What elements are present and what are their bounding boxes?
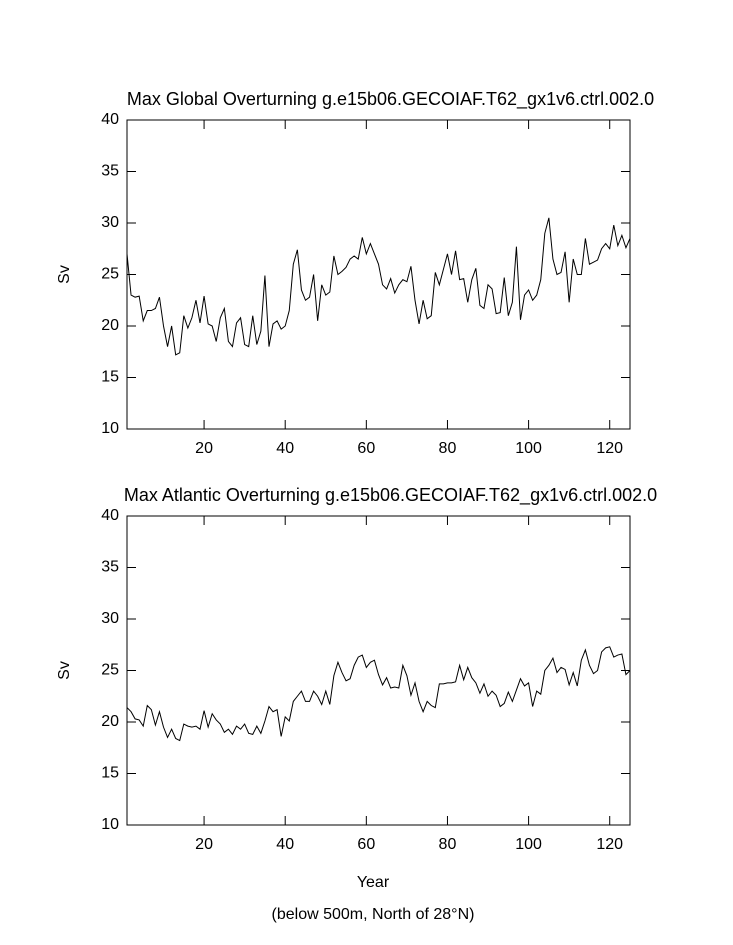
y-tick-label: 20: [101, 713, 119, 730]
footnote: (below 500m, North of 28°N): [272, 906, 475, 923]
chart-title: Max Atlantic Overturning g.e15b06.GECOIA…: [124, 485, 657, 506]
data-line: [126, 217, 631, 356]
plot-frame: [126, 515, 631, 826]
y-tick-label: 30: [101, 214, 119, 231]
y-tick-label: 20: [101, 317, 119, 334]
y-tick-label: 40: [101, 507, 119, 524]
x-tick-label: 120: [596, 440, 623, 457]
y-axis-label: Sv: [56, 661, 73, 680]
chart-title: Max Global Overturning g.e15b06.GECOIAF.…: [127, 89, 654, 110]
x-tick-label: 60: [357, 440, 375, 457]
x-axis-label: Year: [357, 874, 390, 891]
y-tick-label: 10: [101, 420, 119, 437]
plot-frame: [126, 119, 631, 430]
data-line: [126, 646, 631, 742]
y-tick-label: 10: [101, 816, 119, 833]
x-tick-label: 80: [439, 836, 457, 853]
y-axis-label: Sv: [56, 265, 73, 284]
y-tick-label: 30: [101, 610, 119, 627]
y-tick-label: 25: [101, 662, 119, 679]
x-tick-label: 20: [195, 440, 213, 457]
y-tick-label: 35: [101, 163, 119, 180]
x-tick-label: 100: [515, 836, 542, 853]
x-tick-label: 60: [357, 836, 375, 853]
x-tick-label: 40: [276, 440, 294, 457]
x-tick-label: 120: [596, 836, 623, 853]
x-tick-label: 40: [276, 836, 294, 853]
x-tick-label: 100: [515, 440, 542, 457]
y-tick-label: 15: [101, 765, 119, 782]
x-tick-label: 20: [195, 836, 213, 853]
x-tick-label: 80: [439, 440, 457, 457]
y-tick-label: 15: [101, 369, 119, 386]
y-tick-label: 40: [101, 111, 119, 128]
y-tick-label: 25: [101, 266, 119, 283]
y-tick-label: 35: [101, 559, 119, 576]
